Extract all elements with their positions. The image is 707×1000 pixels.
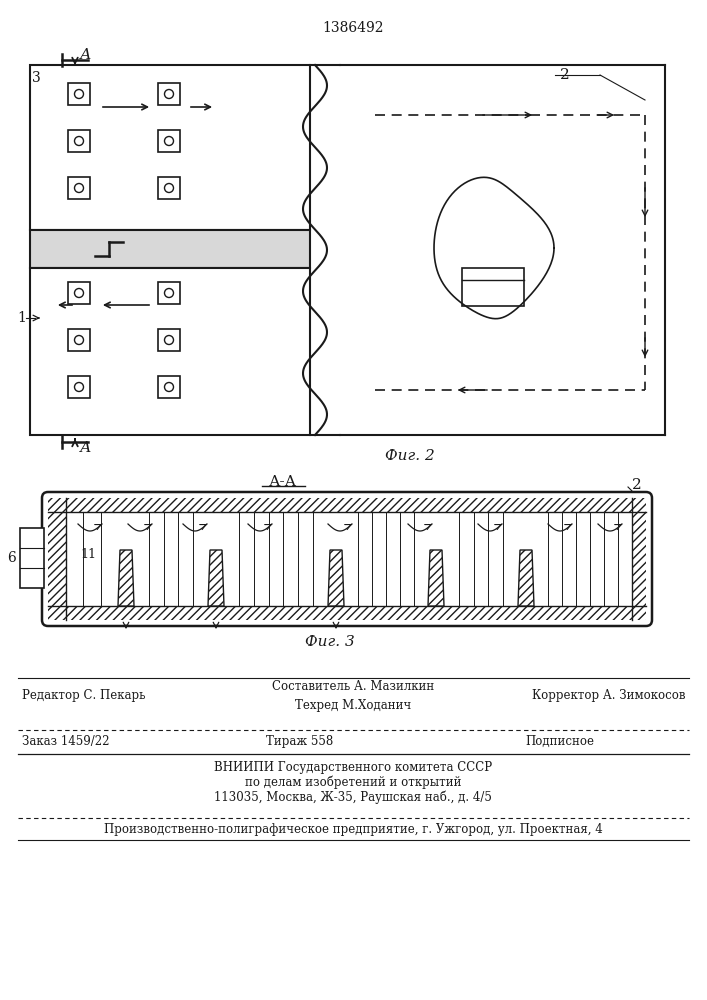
FancyBboxPatch shape xyxy=(42,492,652,626)
Polygon shape xyxy=(118,550,134,606)
Text: Производственно-полиграфическое предприятие, г. Ужгород, ул. Проектная, 4: Производственно-полиграфическое предприя… xyxy=(104,822,602,836)
Text: 113035, Москва, Ж-35, Раушская наб., д. 4/5: 113035, Москва, Ж-35, Раушская наб., д. … xyxy=(214,790,492,804)
Bar xyxy=(158,177,180,199)
Bar xyxy=(632,498,646,620)
Text: Техред М.Ходанич: Техред М.Ходанич xyxy=(295,698,411,712)
Text: А: А xyxy=(80,48,91,62)
Text: по делам изобретений и открытий: по делам изобретений и открытий xyxy=(245,775,461,789)
Bar xyxy=(68,282,90,304)
Text: Фиг. 3: Фиг. 3 xyxy=(305,635,355,649)
Bar xyxy=(158,130,180,152)
Bar xyxy=(158,329,180,351)
Text: Подписное: Подписное xyxy=(525,734,595,748)
Text: А: А xyxy=(80,441,91,455)
Polygon shape xyxy=(208,550,224,606)
Bar xyxy=(68,329,90,351)
Text: Фиг. 2: Фиг. 2 xyxy=(385,449,435,463)
Text: ВНИИПИ Государственного комитета СССР: ВНИИПИ Государственного комитета СССР xyxy=(214,760,492,774)
Bar xyxy=(48,498,646,512)
Bar xyxy=(48,498,66,620)
Text: 1: 1 xyxy=(18,311,26,325)
Polygon shape xyxy=(328,550,344,606)
Text: 6: 6 xyxy=(8,551,16,565)
Bar xyxy=(68,130,90,152)
Bar xyxy=(68,83,90,105)
Bar xyxy=(30,268,310,435)
Text: Корректор А. Зимокосов: Корректор А. Зимокосов xyxy=(532,688,685,702)
Text: Составитель А. Мазилкин: Составитель А. Мазилкин xyxy=(272,680,434,694)
Bar xyxy=(30,65,310,230)
Bar xyxy=(48,606,646,620)
Bar xyxy=(68,177,90,199)
Bar xyxy=(462,268,524,306)
Polygon shape xyxy=(518,550,534,606)
Text: 2: 2 xyxy=(560,68,570,82)
Bar xyxy=(158,282,180,304)
Bar xyxy=(158,376,180,398)
Polygon shape xyxy=(428,550,444,606)
Text: Редактор С. Пекарь: Редактор С. Пекарь xyxy=(22,688,146,702)
Bar xyxy=(20,528,44,588)
Text: А-А: А-А xyxy=(269,475,297,489)
Text: 1386492: 1386492 xyxy=(322,21,384,35)
Text: Тираж 558: Тираж 558 xyxy=(267,734,334,748)
Bar xyxy=(68,376,90,398)
Text: 11: 11 xyxy=(80,548,96,560)
Text: 2: 2 xyxy=(632,478,642,492)
Bar xyxy=(30,230,310,268)
Text: Заказ 1459/22: Заказ 1459/22 xyxy=(22,734,110,748)
Bar xyxy=(158,83,180,105)
Text: 3: 3 xyxy=(32,71,40,85)
